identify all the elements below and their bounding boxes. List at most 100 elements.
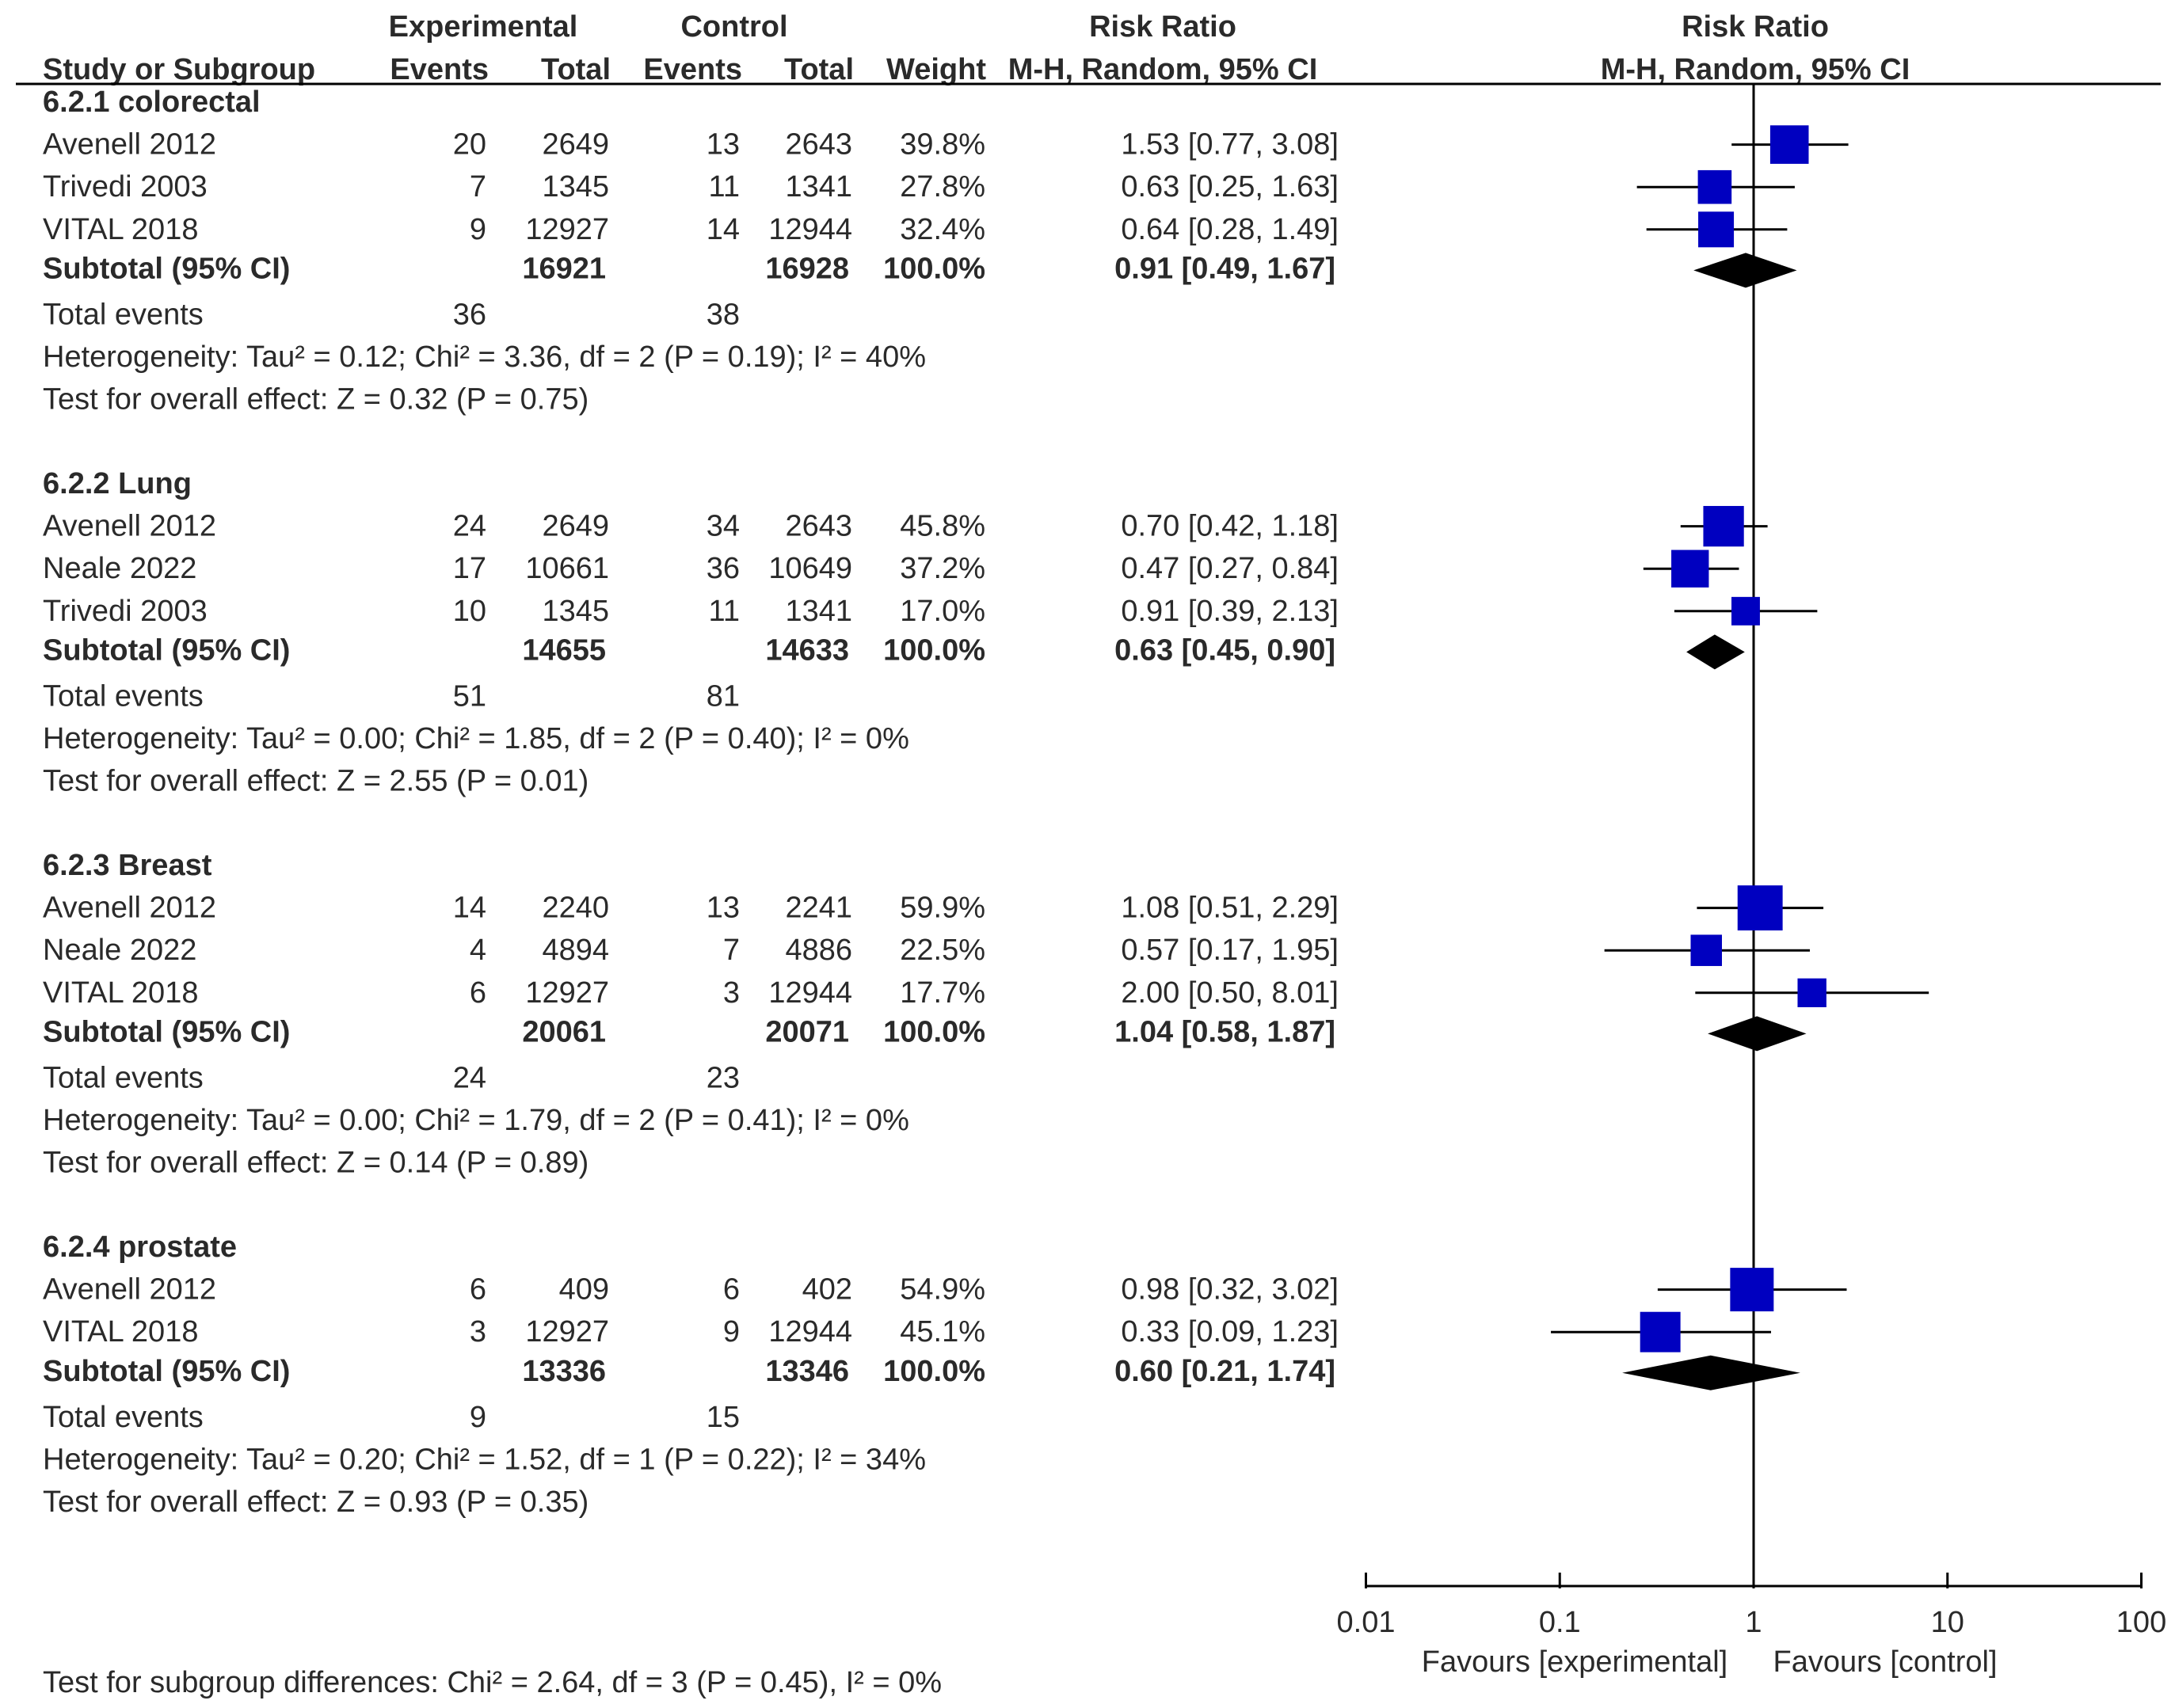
overall-effect: Test for overall effect: Z = 0.14 (P = 0… bbox=[43, 1147, 589, 1180]
subtotal-weight: 100.0% bbox=[883, 1355, 985, 1388]
weight: 17.7% bbox=[900, 976, 985, 1010]
header-ctl-events: Events bbox=[643, 53, 742, 86]
heterogeneity: Heterogeneity: Tau² = 0.00; Chi² = 1.79,… bbox=[43, 1104, 909, 1137]
weight: 45.8% bbox=[900, 510, 985, 543]
study-name: Avenell 2012 bbox=[43, 1273, 216, 1307]
subtotal-ci: 0.60 [0.21, 1.74] bbox=[1114, 1355, 1335, 1388]
subtotal-row: Subtotal (95% CI) 20061 20071 100.0% 1.04 [0… bbox=[43, 1015, 1335, 1048]
study-name: VITAL 2018 bbox=[43, 976, 198, 1010]
risk-ratio-ci: 0.63 [0.25, 1.63] bbox=[1121, 170, 1339, 204]
study-row: Avenell 2012 6 409 6 402 54.9% 0.98 [0.32, 3.0… bbox=[43, 1273, 1339, 1307]
overall-effect: Test for overall effect: Z = 2.55 (P = 0… bbox=[43, 765, 589, 798]
exp-events: 9 bbox=[470, 213, 486, 246]
subtotal-weight: 100.0% bbox=[883, 1015, 985, 1048]
subtotal-diamond bbox=[1686, 634, 1745, 670]
weight: 17.0% bbox=[900, 595, 985, 628]
total-events-label: Total events bbox=[43, 1061, 204, 1094]
axis-tick-label: 1 bbox=[1745, 1606, 1762, 1639]
study-row: Neale 2022 4 4894 7 4886 22.5% 0.57 [0.17, 1.9… bbox=[43, 934, 1339, 967]
total-events-row: Total events 24 23 bbox=[43, 1061, 740, 1094]
ctl-events: 3 bbox=[723, 976, 740, 1010]
subtotal-diamond bbox=[1693, 253, 1797, 288]
risk-ratio-ci: 0.47 [0.27, 0.84] bbox=[1121, 552, 1339, 585]
study-square bbox=[1671, 550, 1709, 588]
plot-marks bbox=[1551, 125, 1929, 1390]
subtotal-label: Subtotal (95% CI) bbox=[43, 1355, 290, 1388]
study-square bbox=[1769, 125, 1809, 164]
ctl-total: 12944 bbox=[768, 213, 852, 246]
study-row: VITAL 2018 6 12927 3 12944 17.7% 2.00 [0.50, 8… bbox=[43, 976, 1339, 1010]
subtotal-ctl-total: 13346 bbox=[765, 1355, 849, 1388]
weight: 37.2% bbox=[900, 552, 985, 585]
subtotal-row: Subtotal (95% CI) 16921 16928 100.0% 0.91 [0… bbox=[43, 252, 1335, 285]
risk-ratio-ci: 0.33 [0.09, 1.23] bbox=[1121, 1315, 1339, 1349]
subtotal-label: Subtotal (95% CI) bbox=[43, 633, 290, 667]
subgroup-title: 6.2.3 Breast bbox=[43, 849, 212, 882]
heterogeneity: Heterogeneity: Tau² = 0.20; Chi² = 1.52,… bbox=[43, 1443, 926, 1476]
ctl-events: 11 bbox=[709, 170, 740, 204]
weight: 54.9% bbox=[900, 1273, 985, 1307]
weight: 59.9% bbox=[900, 892, 985, 925]
exp-total: 2649 bbox=[542, 128, 609, 162]
risk-ratio-ci: 1.53 [0.77, 3.08] bbox=[1121, 128, 1339, 162]
subtotal-label: Subtotal (95% CI) bbox=[43, 1015, 290, 1048]
weight: 39.8% bbox=[900, 128, 985, 162]
ctl-total: 4886 bbox=[785, 934, 852, 967]
weight: 45.1% bbox=[900, 1315, 985, 1349]
study-name: Trivedi 2003 bbox=[43, 595, 208, 628]
total-events-exp: 9 bbox=[470, 1401, 486, 1434]
risk-ratio-ci: 0.91 [0.39, 2.13] bbox=[1121, 595, 1339, 628]
exp-total: 10661 bbox=[525, 552, 609, 585]
subtotal-exp-total: 14655 bbox=[522, 633, 606, 667]
subtotal-weight: 100.0% bbox=[883, 633, 985, 667]
total-events-exp: 24 bbox=[453, 1061, 486, 1094]
subtotal-label: Subtotal (95% CI) bbox=[43, 252, 290, 285]
weight: 32.4% bbox=[900, 213, 985, 246]
subtotal-diamond bbox=[1622, 1355, 1800, 1390]
exp-events: 10 bbox=[453, 595, 486, 628]
total-events-exp: 36 bbox=[453, 298, 486, 331]
study-square bbox=[1697, 169, 1732, 204]
favours-control-label: Favours [control] bbox=[1773, 1645, 1998, 1679]
subgroup-title: 6.2.4 prostate bbox=[43, 1231, 237, 1264]
header-plot-method: M-H, Random, 95% CI bbox=[1601, 53, 1910, 86]
ctl-events: 9 bbox=[723, 1315, 740, 1349]
study-row: Neale 2022 17 10661 36 10649 37.2% 0.47 [0.27,… bbox=[43, 552, 1339, 585]
header-study: Study or Subgroup bbox=[43, 53, 315, 86]
ctl-events: 13 bbox=[707, 892, 740, 925]
study-name: Neale 2022 bbox=[43, 934, 196, 967]
total-events-row: Total events 51 81 bbox=[43, 679, 740, 713]
risk-ratio-ci: 0.70 [0.42, 1.18] bbox=[1121, 510, 1339, 543]
ctl-total: 2643 bbox=[785, 128, 852, 162]
ctl-total: 2643 bbox=[785, 510, 852, 543]
header-control: Control bbox=[680, 10, 787, 44]
weight: 27.8% bbox=[900, 170, 985, 204]
header-ctl-total: Total bbox=[784, 53, 854, 86]
ctl-events: 36 bbox=[707, 552, 740, 585]
exp-events: 4 bbox=[470, 934, 486, 967]
exp-total: 2649 bbox=[542, 510, 609, 543]
subgroup: 6.2.4 prostate Avenell 2012 6 409 6 402 54.9% 0… bbox=[43, 1231, 1339, 1519]
exp-total: 12927 bbox=[525, 1315, 609, 1349]
axis-tick-label: 10 bbox=[1931, 1606, 1964, 1639]
ctl-events: 7 bbox=[723, 934, 740, 967]
risk-ratio-ci: 0.64 [0.28, 1.49] bbox=[1121, 213, 1339, 246]
subtotal-ci: 0.63 [0.45, 0.90] bbox=[1114, 633, 1335, 667]
study-square bbox=[1698, 211, 1735, 248]
x-axis: 0.01 0.1 1 10 100 bbox=[1337, 1573, 2166, 1639]
ctl-events: 13 bbox=[707, 128, 740, 162]
total-events-label: Total events bbox=[43, 1401, 204, 1434]
ctl-events: 6 bbox=[723, 1273, 740, 1307]
study-square bbox=[1640, 1311, 1681, 1352]
subgroup: 6.2.1 colorectal Avenell 2012 20 2649 13 2643… bbox=[43, 86, 1339, 417]
ctl-events: 14 bbox=[707, 213, 740, 246]
risk-ratio-ci: 0.57 [0.17, 1.95] bbox=[1121, 934, 1339, 967]
study-square bbox=[1731, 596, 1760, 626]
exp-events: 14 bbox=[453, 892, 486, 925]
table-rows: 6.2.1 colorectal Avenell 2012 20 2649 13 2643… bbox=[43, 86, 1339, 1519]
study-name: VITAL 2018 bbox=[43, 213, 198, 246]
total-events-label: Total events bbox=[43, 298, 204, 331]
header-rr-title: Risk Ratio bbox=[1089, 10, 1236, 44]
total-events-ctl: 15 bbox=[707, 1401, 740, 1434]
overall-effect: Test for overall effect: Z = 0.93 (P = 0… bbox=[43, 1485, 589, 1519]
